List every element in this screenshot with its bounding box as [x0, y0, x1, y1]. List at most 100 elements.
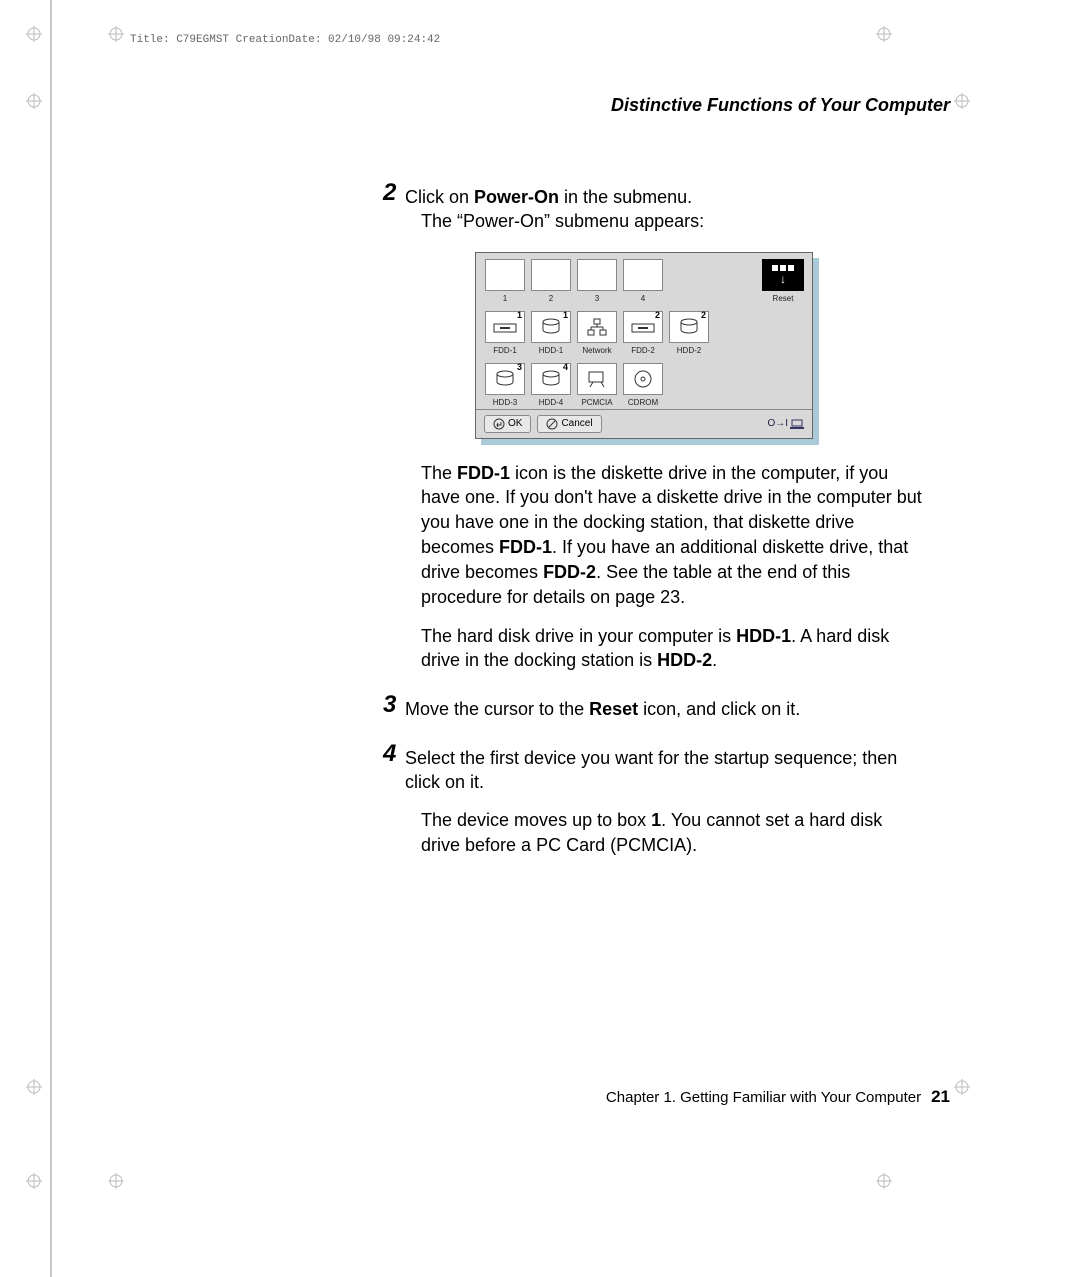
hard-disk-icon [675, 316, 703, 338]
paragraph-fdd: The FDD-1 icon is the diskette drive in … [421, 461, 925, 610]
device-label: HDD-3 [493, 398, 517, 407]
page-footer: Chapter 1. Getting Familiar with Your Co… [606, 1087, 950, 1107]
device-hdd-4[interactable]: 4 HDD-4 [530, 363, 572, 407]
reset-label: Reset [773, 294, 794, 303]
laptop-icon [790, 418, 804, 430]
device-fdd-1[interactable]: 1 FDD-1 [484, 311, 526, 355]
device-fdd-2[interactable]: 2 FDD-2 [622, 311, 664, 355]
sequence-slot[interactable]: 2 [530, 259, 572, 303]
sequence-slots-row: 1 2 3 4 ↓ Reset [476, 253, 812, 305]
device-pcmcia[interactable]: PCMCIA [576, 363, 618, 407]
step-number: 3 [383, 691, 396, 719]
step-number: 4 [383, 740, 396, 768]
paragraph-hdd: The hard disk drive in your computer is … [421, 624, 925, 674]
diskette-drive-icon [491, 316, 519, 338]
text: Move the cursor to the [405, 699, 589, 719]
crop-mark-icon [26, 1173, 42, 1189]
crop-mark-icon [108, 1173, 124, 1189]
bold-text: FDD-2 [543, 562, 596, 582]
crop-mark-icon [954, 93, 970, 109]
device-row-2: 3 HDD-3 4 HDD-4 PCMCIA [476, 357, 812, 409]
step-4-paragraph: The device moves up to box 1. You cannot… [421, 808, 925, 858]
hard-disk-icon [491, 368, 519, 390]
power-on-dialog: 1 2 3 4 ↓ Reset [475, 252, 813, 439]
bold-text: Reset [589, 699, 638, 719]
slot-label: 4 [641, 294, 645, 303]
slot-label: 3 [595, 294, 599, 303]
bold-text: HDD-2 [657, 650, 712, 670]
badge: 1 [563, 310, 568, 320]
device-label: Network [582, 346, 611, 355]
text: icon, and click on it. [638, 699, 800, 719]
device-label: HDD-1 [539, 346, 563, 355]
step-3-text: Move the cursor to the Reset icon, and c… [405, 697, 925, 721]
sequence-slot[interactable]: 3 [576, 259, 618, 303]
device-label: PCMCIA [581, 398, 612, 407]
badge: 2 [655, 310, 660, 320]
crop-mark-icon [26, 93, 42, 109]
badge: 3 [517, 362, 522, 372]
page-number: 21 [931, 1087, 950, 1106]
text: The hard disk drive in your computer is [421, 626, 736, 646]
device-hdd-3[interactable]: 3 HDD-3 [484, 363, 526, 407]
cancel-button[interactable]: Cancel [537, 415, 601, 433]
bold-text: 1 [651, 810, 661, 830]
device-network[interactable]: Network [576, 311, 618, 355]
cancel-icon [546, 418, 558, 430]
crop-mark-icon [26, 1079, 42, 1095]
enter-icon [493, 418, 505, 430]
ok-button[interactable]: OK [484, 415, 531, 433]
slot-label: 1 [503, 294, 507, 303]
crop-mark-icon [26, 26, 42, 42]
document-meta: Title: C79EGMST CreationDate: 02/10/98 0… [130, 34, 440, 46]
device-hdd-2[interactable]: 2 HDD-2 [668, 311, 710, 355]
reset-icon [772, 265, 794, 271]
dialog-body: 1 2 3 4 ↓ Reset [475, 252, 813, 439]
device-label: HDD-2 [677, 346, 701, 355]
text: in the submenu. [559, 187, 692, 207]
device-hdd-1[interactable]: 1 HDD-1 [530, 311, 572, 355]
pcmcia-icon [583, 368, 611, 390]
reset-button[interactable]: ↓ Reset [762, 259, 804, 303]
sequence-slot[interactable]: 1 [484, 259, 526, 303]
hard-disk-icon [537, 368, 565, 390]
bold-text: FDD-1 [499, 537, 552, 557]
device-label: FDD-2 [631, 346, 655, 355]
crop-mark-icon [876, 1173, 892, 1189]
hard-disk-icon [537, 316, 565, 338]
device-label: HDD-4 [539, 398, 563, 407]
vertical-rule [50, 0, 52, 1277]
device-cdrom[interactable]: CDROM [622, 363, 664, 407]
running-header: Distinctive Functions of Your Computer [611, 95, 950, 116]
step-2: 2 Click on Power-On in the submenu. The … [405, 185, 925, 673]
text: The [421, 463, 457, 483]
slot-label: 2 [549, 294, 553, 303]
bold-text: Power-On [474, 187, 559, 207]
text: Click on [405, 187, 474, 207]
network-icon [583, 316, 611, 338]
step-3: 3 Move the cursor to the Reset icon, and… [405, 697, 925, 721]
bold-text: HDD-1 [736, 626, 791, 646]
crop-mark-icon [108, 26, 124, 42]
cancel-label: Cancel [561, 418, 592, 429]
power-hint-text: O→I [767, 418, 788, 429]
text: The device moves up to box [421, 810, 651, 830]
badge: 2 [701, 310, 706, 320]
ok-label: OK [508, 418, 522, 429]
crop-mark-icon [954, 1079, 970, 1095]
footer-text: Chapter 1. Getting Familiar with Your Co… [606, 1089, 921, 1106]
text: . [712, 650, 717, 670]
sequence-slot[interactable]: 4 [622, 259, 664, 303]
device-row-1: 1 FDD-1 1 HDD-1 Network [476, 305, 812, 357]
power-hint: O→I [767, 418, 804, 430]
step-4-text: Select the first device you want for the… [405, 746, 925, 795]
step-2-line-1: Click on Power-On in the submenu. [405, 185, 925, 209]
diskette-drive-icon [629, 316, 657, 338]
step-4: 4 Select the first device you want for t… [405, 746, 925, 858]
step-2-line-2: The “Power-On” submenu appears: [405, 209, 925, 233]
device-label: CDROM [628, 398, 658, 407]
crop-mark-icon [876, 26, 892, 42]
cdrom-icon [629, 368, 657, 390]
step-number: 2 [383, 179, 396, 207]
bold-text: FDD-1 [457, 463, 510, 483]
